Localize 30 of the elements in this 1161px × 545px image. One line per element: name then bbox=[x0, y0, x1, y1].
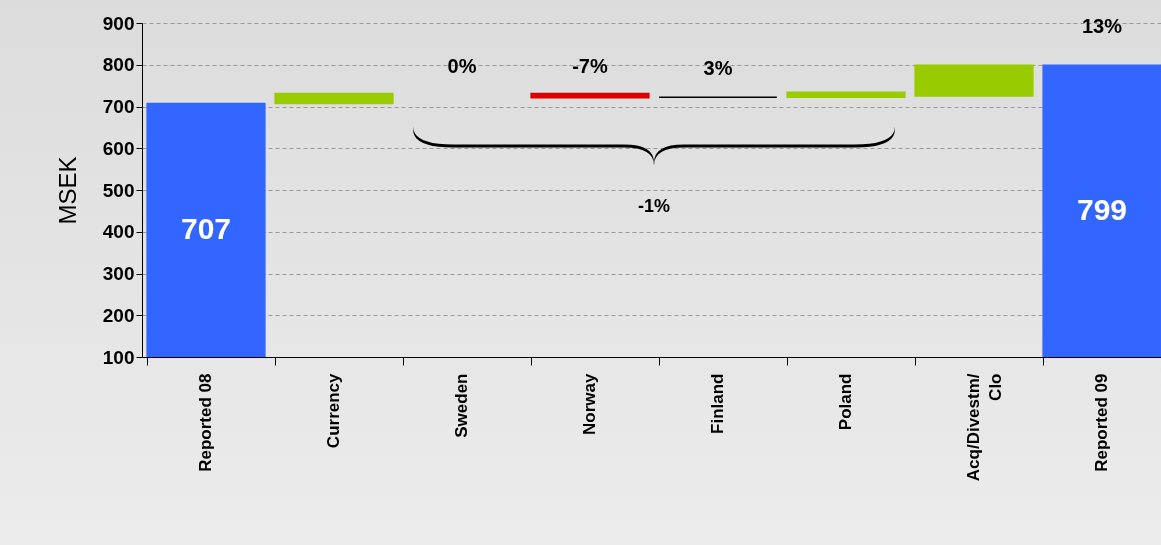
y-tick-label: 400 bbox=[102, 221, 135, 243]
y-axis-title: MSEK bbox=[53, 156, 81, 225]
data-label: 707 bbox=[180, 212, 232, 246]
y-tick-label: 900 bbox=[102, 12, 135, 34]
bar bbox=[146, 102, 266, 357]
bar bbox=[786, 91, 906, 99]
x-tick-label: Acq/Divestm/ Clo bbox=[964, 373, 1005, 482]
x-tick-label: Poland bbox=[836, 373, 855, 431]
x-tick-label: Currency bbox=[324, 372, 343, 449]
y-tick-label: 600 bbox=[102, 137, 135, 159]
bar bbox=[274, 92, 394, 105]
annotation: 13% bbox=[1081, 15, 1123, 38]
y-tick-label: 700 bbox=[102, 96, 135, 117]
annotation: 3% bbox=[703, 57, 733, 80]
x-tick-label: Norway bbox=[580, 372, 599, 435]
annotation: 0% bbox=[447, 55, 477, 78]
data-label: 799 bbox=[1076, 193, 1128, 227]
bar bbox=[1042, 64, 1161, 357]
bar bbox=[914, 64, 1034, 97]
x-tick-label: Sweden bbox=[452, 373, 471, 438]
y-tick-label: 300 bbox=[102, 263, 135, 284]
y-tick-label: 800 bbox=[102, 54, 135, 76]
x-tick-label: Reported 08 bbox=[196, 373, 215, 472]
annotation: -1% bbox=[637, 196, 671, 217]
annotation: -7% bbox=[572, 55, 608, 78]
x-tick-label: Reported 09 bbox=[1092, 373, 1111, 472]
y-tick-label: 200 bbox=[102, 304, 135, 326]
x-tick-label: Finland bbox=[708, 373, 727, 434]
y-tick-label: 500 bbox=[102, 179, 135, 201]
y-tick-label: 100 bbox=[102, 346, 135, 368]
